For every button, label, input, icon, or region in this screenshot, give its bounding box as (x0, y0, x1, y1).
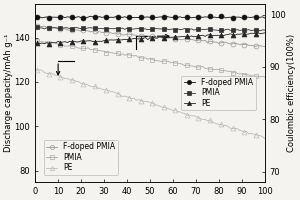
Y-axis label: Coulombic efficiency(100%): Coulombic efficiency(100%) (287, 34, 296, 152)
Legend: F-doped PMIA, PMIA, PE: F-doped PMIA, PMIA, PE (44, 140, 118, 175)
Y-axis label: Discharge capacity/mAh g⁻¹: Discharge capacity/mAh g⁻¹ (4, 34, 13, 152)
